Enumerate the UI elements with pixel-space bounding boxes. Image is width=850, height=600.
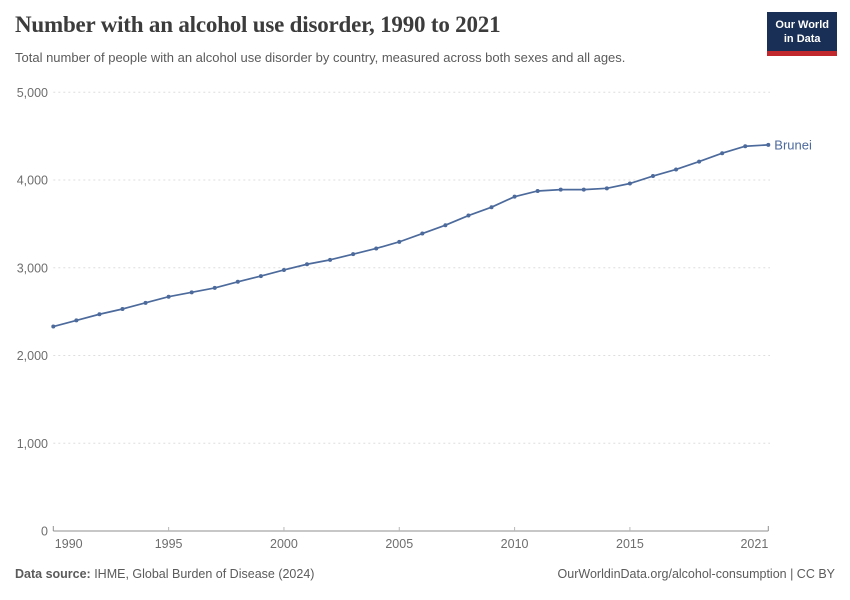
data-point[interactable]: [351, 252, 356, 257]
y-tick-label: 5,000: [17, 86, 48, 100]
data-point[interactable]: [74, 318, 79, 323]
data-point[interactable]: [143, 300, 148, 305]
data-point[interactable]: [305, 262, 310, 267]
y-tick-label: 1,000: [17, 437, 48, 451]
data-point[interactable]: [189, 290, 194, 295]
owid-logo-line1: Our World: [775, 19, 829, 31]
owid-logo-line2: in Data: [783, 33, 821, 46]
data-source-text: IHME, Global Burden of Disease (2024): [90, 567, 315, 581]
data-point[interactable]: [535, 188, 540, 193]
data-point[interactable]: [397, 239, 402, 244]
data-line-brunei[interactable]: [52, 144, 770, 328]
data-point[interactable]: [558, 187, 563, 192]
data-point[interactable]: [97, 312, 102, 317]
data-point[interactable]: [720, 151, 725, 156]
y-tick-label: 2,000: [17, 349, 48, 363]
data-point[interactable]: [627, 181, 632, 186]
x-tick-label: 1995: [155, 537, 183, 551]
owid-logo[interactable]: Our World in Data: [767, 12, 837, 56]
data-point[interactable]: [420, 231, 425, 236]
x-tick-label: 2015: [616, 537, 644, 551]
page-subtitle: Total number of people with an alcohol u…: [15, 50, 626, 65]
x-tick-label: 1990: [55, 537, 83, 551]
data-point[interactable]: [374, 246, 379, 251]
x-tick-label: 2010: [501, 537, 529, 551]
data-point[interactable]: [604, 186, 609, 191]
data-point[interactable]: [212, 285, 217, 290]
x-tick-label: 2005: [385, 537, 413, 551]
data-source-note: Data source: IHME, Global Burden of Dise…: [15, 567, 314, 581]
page-title: Number with an alcohol use disorder, 199…: [15, 12, 501, 37]
data-point[interactable]: [581, 187, 586, 192]
data-point[interactable]: [166, 294, 171, 299]
data-point[interactable]: [281, 267, 286, 272]
data-source-label: Data source:: [15, 567, 91, 581]
data-point[interactable]: [120, 306, 125, 311]
data-point[interactable]: [766, 142, 771, 147]
data-point[interactable]: [258, 274, 263, 279]
series-end-label: Brunei: [774, 137, 812, 152]
y-tick-label: 0: [41, 525, 48, 539]
x-tick-label: 2021: [740, 537, 768, 551]
attribution-link[interactable]: OurWorldinData.org/alcohol-consumption |…: [557, 567, 835, 581]
data-point[interactable]: [443, 223, 448, 228]
data-point[interactable]: [743, 144, 748, 149]
y-tick-label: 3,000: [17, 261, 48, 275]
data-point[interactable]: [512, 194, 517, 199]
data-point[interactable]: [51, 324, 56, 329]
data-point[interactable]: [697, 159, 702, 164]
y-tick-label: 4,000: [17, 174, 48, 188]
x-tick-label: 2000: [270, 537, 298, 551]
data-point[interactable]: [328, 257, 333, 262]
data-point[interactable]: [235, 279, 240, 284]
data-point[interactable]: [674, 167, 679, 172]
data-point[interactable]: [650, 174, 655, 179]
data-point[interactable]: [489, 205, 494, 210]
data-point[interactable]: [466, 213, 471, 218]
